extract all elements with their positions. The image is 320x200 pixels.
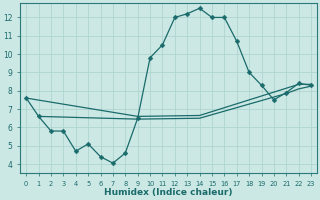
X-axis label: Humidex (Indice chaleur): Humidex (Indice chaleur) — [104, 188, 233, 197]
